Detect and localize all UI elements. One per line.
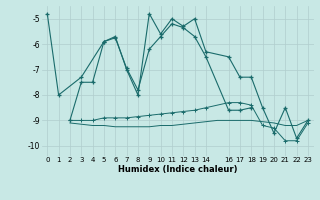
X-axis label: Humidex (Indice chaleur): Humidex (Indice chaleur) [118, 165, 237, 174]
